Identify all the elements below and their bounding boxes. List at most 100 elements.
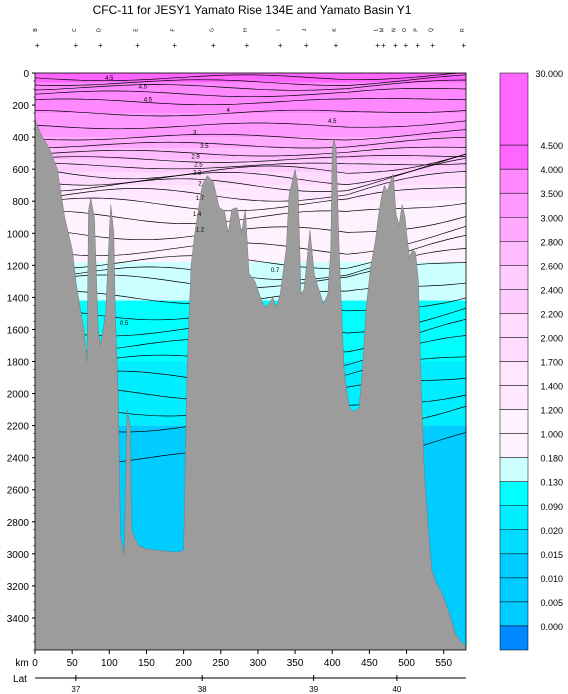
chart-title: CFC-11 for JESY1 Yamato Rise 134E and Ya… <box>93 3 412 17</box>
contour-band <box>35 148 466 160</box>
station-name: G <box>209 28 215 32</box>
station-marker: + <box>244 41 249 50</box>
station-name: H <box>243 28 249 32</box>
station-marker: + <box>211 41 216 50</box>
y-tick-label: 2000 <box>7 390 30 401</box>
contour-line <box>35 74 466 86</box>
y-tick-label: 3200 <box>7 582 30 593</box>
contour-line <box>35 97 466 106</box>
legend-label: 2.000 <box>540 333 563 343</box>
legend-label: 2.600 <box>540 261 563 271</box>
station-marker: + <box>334 41 339 50</box>
x-tick-label: 450 <box>361 658 378 669</box>
station-name: K <box>332 28 338 32</box>
station-name: J <box>302 28 308 31</box>
y-tick-label: 3000 <box>7 550 30 561</box>
y-tick-label: 2200 <box>7 422 30 433</box>
station-marker: + <box>393 41 398 50</box>
legend-swatch <box>499 217 529 242</box>
contour-line <box>35 157 466 192</box>
station-marker: + <box>74 41 79 50</box>
bathymetry <box>35 119 466 650</box>
lat-tick-label: 40 <box>392 685 401 694</box>
contour-line <box>35 129 466 141</box>
legend-swatch <box>499 168 529 194</box>
contour-line <box>35 73 466 82</box>
legend-label: 4.000 <box>540 165 563 175</box>
legend-label: 1.200 <box>540 406 563 416</box>
legend-label: 0.015 <box>540 550 563 560</box>
legend-swatch <box>499 313 529 338</box>
legend-label: 2.800 <box>540 237 563 247</box>
legend-swatch <box>499 289 529 314</box>
legend-label: 4.500 <box>540 141 563 151</box>
contour-line <box>35 120 466 130</box>
station-name: F <box>171 28 177 31</box>
legend-label: 0.005 <box>540 598 563 608</box>
station-marker: + <box>430 41 435 50</box>
legend-swatch <box>499 192 529 218</box>
station-name: O <box>402 28 408 32</box>
x-tick-label: 400 <box>324 658 341 669</box>
contour-label: 2 <box>198 182 202 188</box>
contour-label: 3.5 <box>200 144 209 150</box>
y-tick-label: 600 <box>12 165 29 176</box>
station-name: L <box>374 28 380 31</box>
y-tick-label: 2600 <box>7 486 30 497</box>
contour-line <box>35 109 466 117</box>
contour-line <box>35 136 466 149</box>
lat-tick-label: 37 <box>71 685 80 694</box>
legend-swatch <box>499 433 529 458</box>
y-tick-label: 2800 <box>7 518 30 529</box>
legend-label: 0.180 <box>540 454 563 464</box>
legend-swatch <box>499 385 529 410</box>
legend-label: 30.000 <box>535 69 563 79</box>
legend-swatch <box>499 72 529 146</box>
latitude-axis: Lat 37 38 39 40 <box>13 674 466 694</box>
contour-band <box>35 172 466 186</box>
legend-label: 0.130 <box>540 478 563 488</box>
y-tick-label: 1200 <box>7 261 30 272</box>
y-tick-label: 1400 <box>7 293 30 304</box>
contour-label: 1.7 <box>196 196 205 202</box>
contour-label: 0.7 <box>271 268 280 274</box>
legend-label: 3.500 <box>540 189 563 199</box>
station-name: P <box>414 28 420 32</box>
x-tick-label: 200 <box>175 658 192 669</box>
axes: 0200400600800100012001400160018002000220… <box>7 69 467 669</box>
station-marker: + <box>98 41 103 50</box>
station-marker: + <box>135 41 140 50</box>
legend-swatch <box>499 481 529 507</box>
contour-line <box>35 171 466 202</box>
station-name: B <box>33 28 39 32</box>
contour-label: 4.5 <box>105 76 114 82</box>
contour-band <box>35 73 466 83</box>
legend-swatch <box>499 625 529 651</box>
legend-swatch <box>499 265 529 290</box>
legend-swatch <box>499 409 529 434</box>
station-marker: + <box>381 41 386 50</box>
legend-swatch <box>499 361 529 386</box>
legend-label: 0.020 <box>540 526 563 536</box>
station-marker: + <box>304 41 309 50</box>
contour-label: 1.2 <box>196 227 205 233</box>
legend-swatch <box>499 577 529 603</box>
legend-label: 3.000 <box>540 213 563 223</box>
x-tick-label: 0 <box>32 658 38 669</box>
station-marker: + <box>172 41 177 50</box>
legend-label: 0.090 <box>540 502 563 512</box>
y-tick-label: 1600 <box>7 325 30 336</box>
station-name: M <box>380 28 386 32</box>
contour-line <box>35 162 466 170</box>
legend-swatch <box>499 601 529 627</box>
station-marker: + <box>35 41 40 50</box>
x-tick-label: 150 <box>138 658 155 669</box>
contour-label: 4.5 <box>328 119 337 125</box>
legend-label: 1.000 <box>540 430 563 440</box>
contour-label: 0.5 <box>120 321 129 327</box>
contour-band <box>35 82 466 114</box>
station-name: Q <box>429 28 435 32</box>
contour-label: 3 <box>193 130 197 136</box>
y-tick-label: 1000 <box>7 229 30 240</box>
